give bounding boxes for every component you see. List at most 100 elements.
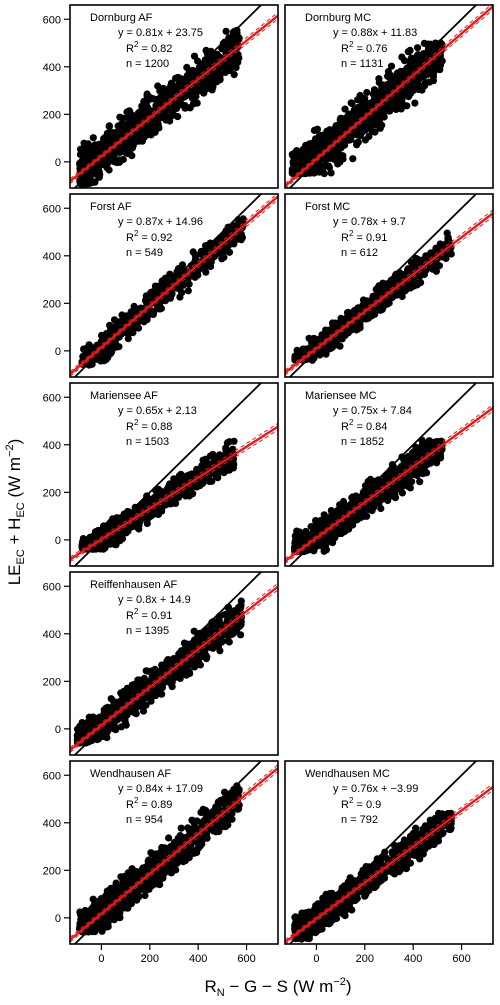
- data-point: [95, 168, 103, 176]
- data-point: [105, 166, 113, 174]
- data-point: [194, 57, 202, 65]
- data-point: [442, 239, 450, 248]
- data-point: [158, 690, 166, 698]
- data-point: [350, 322, 358, 330]
- data-point: [332, 341, 340, 349]
- data-point: [341, 105, 349, 113]
- data-point: [206, 452, 214, 460]
- data-point: [347, 114, 355, 123]
- sample-size: n = 549: [126, 247, 163, 259]
- data-point: [154, 82, 162, 90]
- sample-size: n = 1503: [126, 436, 169, 448]
- confidence-lower-line: [285, 9, 493, 188]
- data-point: [155, 94, 163, 103]
- data-point: [378, 121, 386, 129]
- data-point: [111, 150, 119, 158]
- data-point: [172, 494, 180, 502]
- data-point: [305, 334, 313, 342]
- data-point: [428, 454, 436, 462]
- data-point: [123, 329, 131, 337]
- data-point: [289, 152, 297, 160]
- data-point: [308, 356, 316, 364]
- data-point: [79, 535, 87, 543]
- data-point: [183, 63, 191, 71]
- data-point: [338, 114, 346, 123]
- regression-line: [70, 195, 278, 376]
- y-tick-label: 400: [43, 440, 61, 452]
- data-point: [436, 66, 444, 74]
- data-point: [201, 86, 209, 94]
- data-point: [317, 163, 325, 171]
- data-point: [432, 244, 440, 252]
- y-tick-label: 600: [43, 392, 61, 404]
- y-tick-label: 400: [43, 251, 61, 263]
- data-point: [289, 165, 297, 173]
- y-tick-label: 0: [55, 346, 61, 358]
- data-point: [228, 459, 236, 468]
- data-point: [218, 255, 226, 263]
- data-point: [232, 51, 240, 59]
- panel-title: Forst AF: [90, 201, 132, 213]
- data-point: [86, 150, 94, 158]
- data-point: [107, 138, 115, 146]
- data-point: [104, 353, 112, 362]
- data-point: [368, 312, 376, 320]
- data-point: [213, 453, 222, 461]
- regression-equation: y = 0.88x + 11.83: [333, 27, 417, 39]
- data-point: [143, 499, 151, 507]
- data-point: [214, 474, 222, 482]
- one-to-one-line: [73, 194, 262, 377]
- data-point: [184, 287, 192, 295]
- one-to-one-line: [288, 194, 477, 377]
- data-point: [411, 99, 419, 107]
- data-point: [171, 477, 179, 485]
- data-point: [144, 129, 152, 137]
- data-point: [318, 143, 326, 152]
- data-point: [392, 105, 400, 113]
- data-point: [166, 117, 174, 125]
- data-point: [222, 27, 230, 35]
- data-point: [435, 54, 443, 63]
- data-point: [186, 104, 194, 112]
- data-point: [359, 492, 367, 500]
- confidence-lower-line: [285, 410, 493, 564]
- y-tick-label: 200: [43, 109, 61, 121]
- data-point: [105, 122, 113, 130]
- data-point: [429, 73, 437, 81]
- regression-equation: y = 0.81x + 23.75: [118, 27, 203, 39]
- data-point: [162, 276, 171, 284]
- regression-line: [70, 425, 278, 561]
- data-point: [223, 230, 231, 238]
- data-point: [156, 113, 164, 121]
- one-to-one-line: [288, 383, 477, 566]
- data-point: [140, 514, 148, 522]
- data-point: [391, 271, 400, 279]
- data-point: [114, 122, 122, 130]
- data-point: [384, 496, 392, 505]
- data-point: [414, 44, 422, 52]
- data-point: [206, 262, 214, 270]
- data-point: [170, 273, 179, 281]
- y-tick-label: 400: [43, 62, 61, 74]
- data-point: [225, 65, 233, 74]
- sample-size: n = 1852: [341, 436, 384, 448]
- data-point: [222, 445, 230, 453]
- data-point: [322, 350, 330, 358]
- y-tick-label: 600: [43, 14, 61, 26]
- confidence-upper-line: [285, 404, 493, 560]
- data-point: [107, 326, 115, 334]
- data-point: [80, 173, 88, 181]
- data-point: [420, 39, 428, 48]
- data-point: [348, 494, 356, 502]
- data-point: [388, 484, 396, 493]
- data-point: [155, 289, 163, 297]
- data-point: [421, 79, 429, 87]
- data-point: [376, 304, 384, 313]
- data-point: [212, 67, 220, 75]
- y-tick-label: 600: [43, 203, 61, 215]
- data-point: [339, 155, 347, 163]
